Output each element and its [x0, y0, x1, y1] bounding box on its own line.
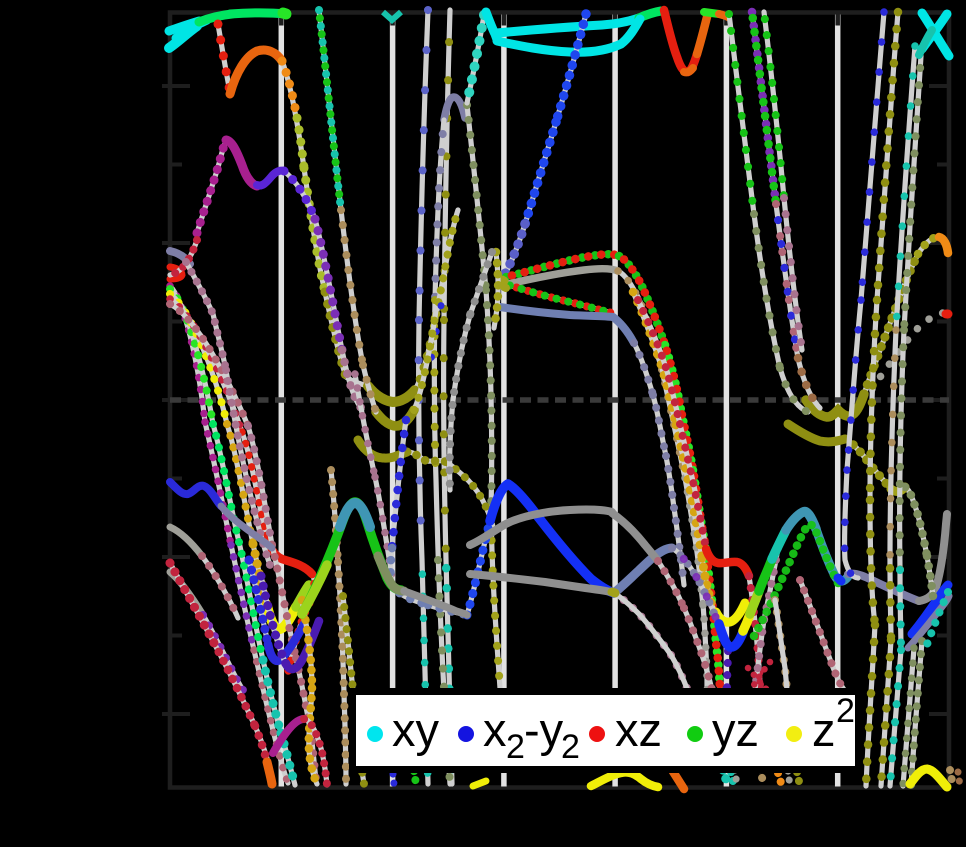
svg-text:-y: -y [524, 703, 564, 756]
svg-text:xz: xz [615, 703, 662, 756]
svg-text:2: 2 [506, 728, 525, 766]
svg-text:2: 2 [561, 728, 580, 766]
svg-text:z: z [812, 703, 836, 756]
svg-text:yz: yz [712, 703, 759, 756]
svg-text:xy: xy [392, 703, 440, 756]
svg-text:2: 2 [836, 692, 855, 730]
svg-text:x: x [483, 703, 507, 756]
